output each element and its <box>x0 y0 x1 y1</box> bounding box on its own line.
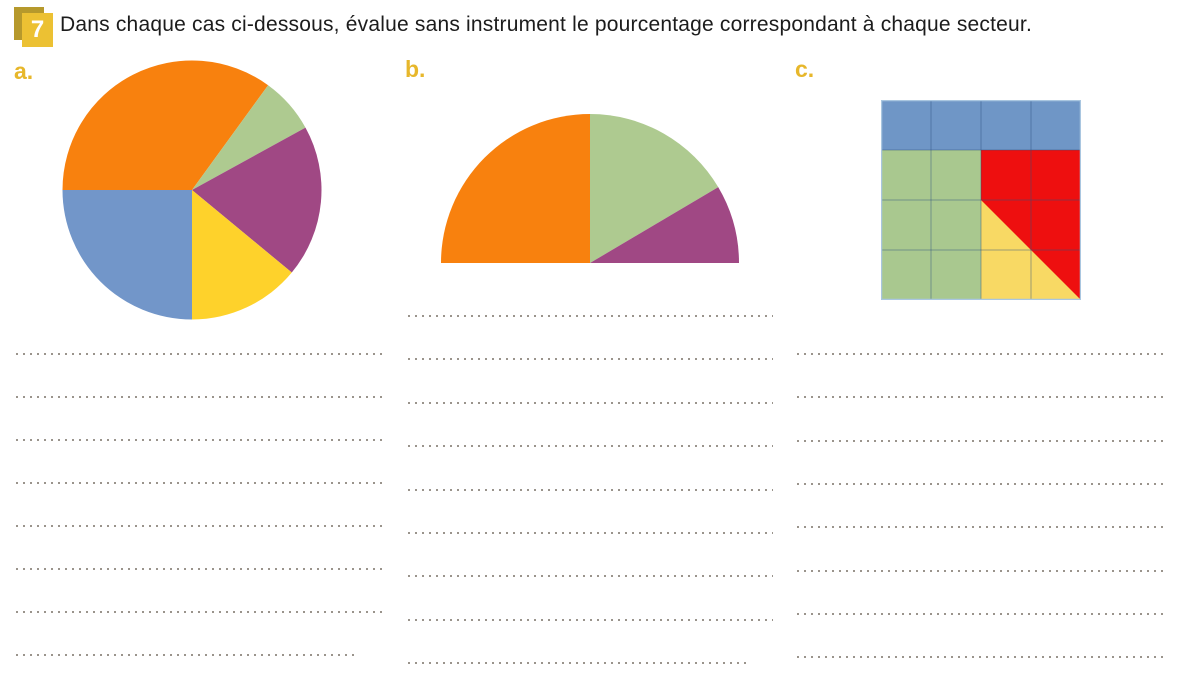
answer-line-b <box>408 489 773 491</box>
grid-cell-red <box>981 150 1031 200</box>
grid-cell-red-triangle <box>981 200 1031 250</box>
answer-line-a <box>16 568 383 570</box>
grid-cell-red <box>1031 150 1081 200</box>
section-label-c: c. <box>795 56 815 82</box>
answer-line-a <box>16 396 383 398</box>
answer-line-a <box>16 482 383 484</box>
answer-line-b <box>408 575 773 577</box>
pie-slice-orange <box>441 114 590 263</box>
pie-slice-green <box>590 114 719 263</box>
grid-cell-green <box>881 200 931 250</box>
grid-chart-c <box>881 100 1081 300</box>
answer-line-c <box>797 526 1163 528</box>
grid-cell-green <box>931 150 981 200</box>
answer-line-a <box>16 439 383 441</box>
section-label-b: b. <box>405 56 426 82</box>
pie-slice-purple <box>590 187 739 263</box>
answer-line-c <box>797 656 1163 658</box>
grid-cell-green <box>881 250 931 300</box>
answer-line-c <box>797 440 1163 442</box>
answer-line-b <box>408 315 773 317</box>
answer-line-b <box>408 619 773 621</box>
instruction-text: Dans chaque cas ci-dessous, évalue sans … <box>60 13 1032 36</box>
grid-cell-yellow <box>981 250 1031 300</box>
answer-line-b <box>408 532 773 534</box>
pie-slice-blue <box>62 190 192 320</box>
section-label-a: a. <box>14 58 34 84</box>
answer-line-a <box>16 654 359 656</box>
answer-line-b <box>408 445 773 447</box>
pie-slice-yellow <box>192 190 292 320</box>
grid-cell-green <box>881 150 931 200</box>
answer-line-a <box>16 353 383 355</box>
grid-cell-green <box>931 250 981 300</box>
answer-line-c <box>797 353 1163 355</box>
answer-line-a <box>16 611 383 613</box>
grid-cell-red <box>1031 200 1081 250</box>
grid-border <box>881 100 1081 300</box>
pie-chart-a <box>62 60 322 320</box>
semicircle-chart-b <box>441 114 739 263</box>
answer-line-c <box>797 396 1163 398</box>
grid-cell-blue <box>981 100 1031 150</box>
pie-slice-green <box>192 85 306 190</box>
answer-line-c <box>797 483 1163 485</box>
answer-line-a <box>16 525 383 527</box>
answer-line-b <box>408 358 773 360</box>
answer-line-c <box>797 570 1163 572</box>
grid-cell-blue <box>1031 100 1081 150</box>
exercise-number-badge: 7 <box>22 13 53 47</box>
grid-cell-green <box>931 200 981 250</box>
answer-line-b <box>408 662 751 664</box>
answer-line-b <box>408 402 773 404</box>
grid-cell-red-triangle <box>1031 250 1081 300</box>
pie-slice-orange <box>62 60 269 191</box>
grid-cell-blue <box>931 100 981 150</box>
pie-slice-purple <box>192 127 322 273</box>
grid-cell-blue <box>881 100 931 150</box>
answer-line-c <box>797 613 1163 615</box>
